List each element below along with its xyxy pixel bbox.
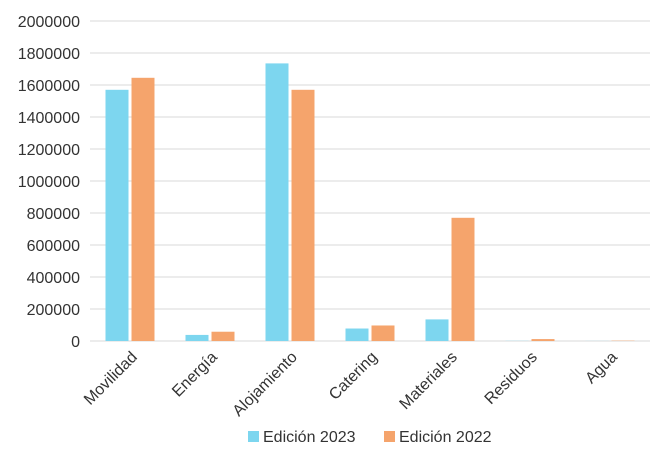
bar-edicion-2023 [185,334,209,341]
legend-label: Edición 2022 [399,429,492,446]
bar-edicion-2022 [531,339,555,341]
x-category-label: Agua [582,349,621,388]
y-tick-label: 1000000 [18,174,80,191]
bar-edicion-2023 [265,63,289,342]
x-category-label: Materiales [397,349,461,413]
y-axis-tick-labels: 0 200000 400000 600000 800000 1000000 1200000 1… [18,14,80,351]
x-category-label: Energía [169,349,221,401]
bar-edicion-2023 [425,319,449,341]
y-tick-label: 1600000 [18,78,80,95]
y-tick-label: 200000 [27,302,80,319]
x-category-label: Catering [326,349,381,404]
bars [105,63,635,342]
bar-edicion-2023 [105,89,129,341]
y-tick-label: 800000 [27,206,80,223]
y-tick-label: 2000000 [18,14,80,31]
legend: Edición 2023 Edición 2022 [248,429,492,446]
y-tick-label: 1800000 [18,46,80,63]
y-tick-label: 0 [71,334,80,351]
x-category-label: Movilidad [81,349,141,409]
y-tick-label: 1400000 [18,110,80,127]
x-axis-category-labels: Movilidad Energía Alojamiento Catering Mater… [81,349,621,420]
legend-swatch [248,431,259,442]
bar-edicion-2022 [211,331,235,341]
bar-edicion-2022 [451,217,475,341]
legend-label: Edición 2023 [263,429,356,446]
x-category-label: Residuos [482,349,541,408]
legend-swatch [384,431,395,442]
y-tick-label: 600000 [27,238,80,255]
gridlines [90,20,650,342]
y-tick-label: 400000 [27,270,80,287]
y-tick-label: 1200000 [18,142,80,159]
x-category-label: Alojamiento [230,349,301,420]
bar-edicion-2022 [291,89,315,341]
bar-edicion-2022 [131,77,155,342]
bar-edicion-2022 [371,325,395,341]
bar-edicion-2023 [345,328,369,341]
